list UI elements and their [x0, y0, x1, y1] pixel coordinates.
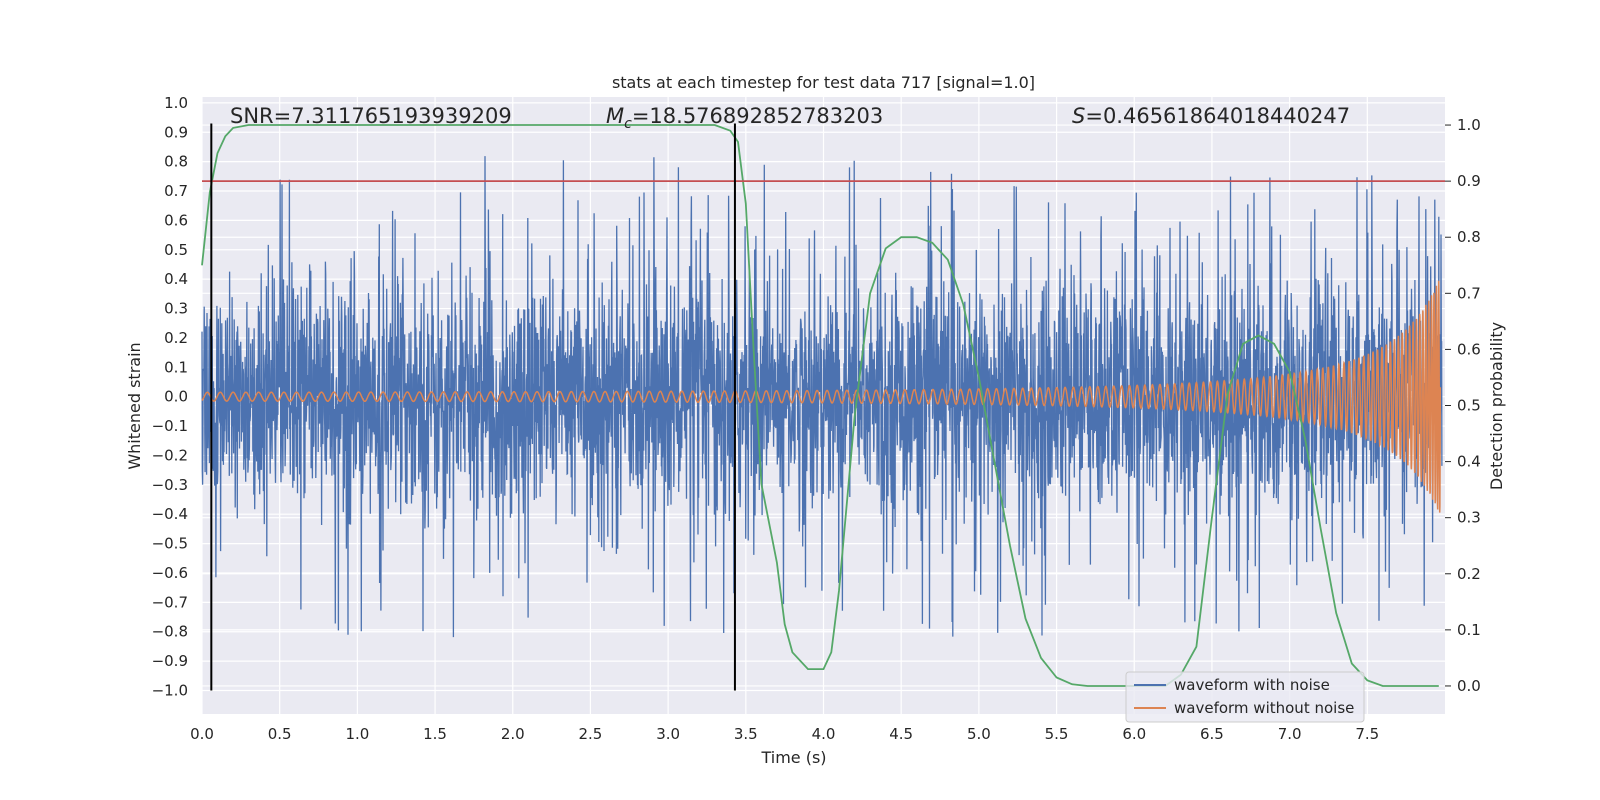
- y-tick-label-13: −0.3: [152, 476, 188, 494]
- x-tick-label-6: 3.0: [656, 725, 680, 743]
- vertical-markers: [210, 123, 736, 691]
- y-tick-label-7: 0.3: [164, 300, 188, 318]
- series-waveform-without-noise: [201, 280, 1442, 513]
- x-tick-label-11: 5.5: [1045, 725, 1069, 743]
- y2-tick-label-3: 0.7: [1457, 284, 1481, 302]
- y2-tick-label-9: 0.1: [1457, 621, 1481, 639]
- legend: waveform with noise waveform without noi…: [1125, 671, 1365, 723]
- y-tick-label-2: 0.8: [164, 153, 188, 171]
- x-tick-label-10: 5.0: [967, 725, 991, 743]
- snr-annotation: SNR=7.311765193939209: [230, 104, 512, 128]
- y-tick-label-20: −1.0: [152, 681, 188, 699]
- y2-tick-label-0: 1.0: [1457, 116, 1481, 134]
- y-tick-label-6: 0.4: [164, 270, 188, 288]
- y-tick-label-19: −0.9: [152, 652, 188, 670]
- y-tick-label-15: −0.5: [152, 535, 188, 553]
- y2-tick-label-8: 0.2: [1457, 565, 1481, 583]
- x-tick-label-13: 6.5: [1200, 725, 1224, 743]
- x-tick-label-14: 7.0: [1278, 725, 1302, 743]
- detection-probability-line: [201, 124, 1439, 687]
- x-tick-label-0: 0.0: [190, 725, 214, 743]
- x-tick-label-5: 2.5: [579, 725, 603, 743]
- series-detection-probability: [201, 124, 1439, 687]
- legend-label-clean: waveform without noise: [1174, 699, 1354, 717]
- x-tick-label-2: 1.0: [345, 725, 369, 743]
- y2-tick-label-5: 0.5: [1457, 397, 1481, 415]
- x-tick-label-8: 4.0: [812, 725, 836, 743]
- y2-tick-label-4: 0.6: [1457, 340, 1481, 358]
- x-tick-label-9: 4.5: [889, 725, 913, 743]
- chirp-mass-value: =18.576892852783203: [632, 104, 883, 128]
- legend-box: [1125, 671, 1365, 723]
- y-tick-label-12: −0.2: [152, 446, 188, 464]
- chirp-mass-annotation: Mc=18.576892852783203: [606, 104, 883, 132]
- y-tick-label-5: 0.5: [164, 241, 188, 259]
- chart-title: stats at each timestep for test data 717…: [612, 73, 1035, 92]
- series-waveform-with-noise: [201, 156, 1443, 638]
- s-annotation: S=0.46561864018440247: [1072, 104, 1350, 128]
- legend-label-noise: waveform with noise: [1174, 676, 1330, 694]
- x-tick-label-15: 7.5: [1355, 725, 1379, 743]
- y-axis-label: Whitened strain: [125, 342, 144, 469]
- x-tick-label-1: 0.5: [268, 725, 292, 743]
- y-tick-label-11: −0.1: [152, 417, 188, 435]
- x-tick-label-3: 1.5: [423, 725, 447, 743]
- y2-tick-label-2: 0.8: [1457, 228, 1481, 246]
- y-tick-label-18: −0.8: [152, 623, 188, 641]
- y2-axis-label: Detection probability: [1487, 322, 1506, 490]
- y-tick-label-0: 1.0: [164, 94, 188, 112]
- y-tick-label-3: 0.7: [164, 182, 188, 200]
- y2-tick-label-10: 0.0: [1457, 677, 1481, 695]
- s-value: =0.46561864018440247: [1085, 104, 1350, 128]
- x-tick-label-7: 3.5: [734, 725, 758, 743]
- x-axis-label: Time (s): [760, 748, 826, 767]
- chirp-mass-subscript: c: [624, 116, 632, 132]
- x-tick-label-12: 6.0: [1122, 725, 1146, 743]
- y2-tick-label-1: 0.9: [1457, 172, 1481, 190]
- y-tick-label-17: −0.7: [152, 593, 188, 611]
- chirp-mass-symbol: M: [606, 104, 624, 128]
- y2-tick-label-6: 0.4: [1457, 453, 1481, 471]
- y-tick-label-9: 0.1: [164, 358, 188, 376]
- y-tick-label-16: −0.6: [152, 564, 188, 582]
- clean-waveform-line: [201, 280, 1442, 513]
- y-tick-label-1: 0.9: [164, 123, 188, 141]
- x-tick-label-4: 2.0: [501, 725, 525, 743]
- s-symbol: S: [1072, 104, 1085, 128]
- axis-ticks: 0.0 0.5 1.0 1.5 2.0 2.5 3.0 3.5 4.0 4.5 5.0 5.5 6.0 6…: [152, 94, 1481, 743]
- y-tick-label-8: 0.2: [164, 329, 188, 347]
- y-tick-label-10: 0.0: [164, 388, 188, 406]
- noise-waveform-line: [201, 156, 1443, 638]
- y-tick-label-14: −0.4: [152, 505, 188, 523]
- y2-tick-label-7: 0.3: [1457, 509, 1481, 527]
- y-tick-label-4: 0.6: [164, 211, 188, 229]
